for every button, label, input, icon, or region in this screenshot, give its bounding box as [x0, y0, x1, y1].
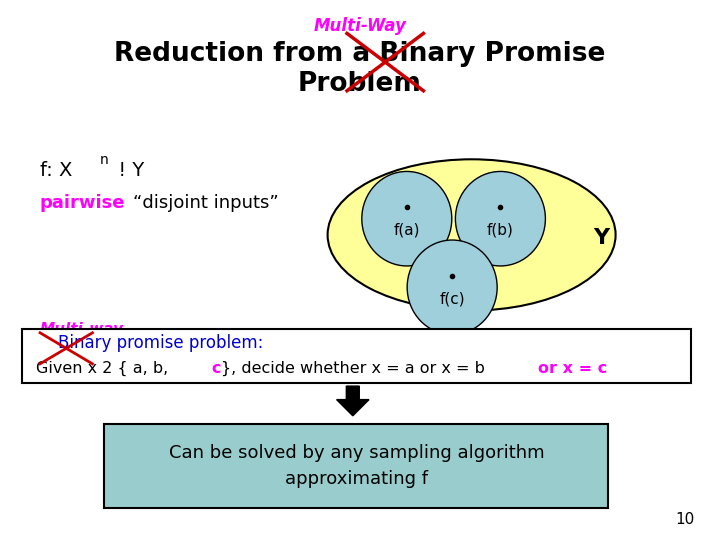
Text: c: c: [211, 361, 220, 376]
Text: }, decide whether x = a or x = b: }, decide whether x = a or x = b: [221, 361, 490, 376]
Ellipse shape: [328, 159, 616, 310]
Text: Given x 2 { a, b,: Given x 2 { a, b,: [36, 361, 174, 376]
Text: Binary promise problem:: Binary promise problem:: [58, 334, 263, 352]
Ellipse shape: [361, 172, 452, 266]
Bar: [22, 329, 691, 383]
Text: f: X: f: X: [40, 160, 72, 180]
Text: f(a): f(a): [394, 222, 420, 238]
Ellipse shape: [455, 172, 546, 266]
Text: Can be solved by any sampling algorithm
approximating f: Can be solved by any sampling algorithm …: [168, 443, 544, 488]
Text: f(b): f(b): [487, 222, 514, 238]
Text: Multi-way: Multi-way: [40, 322, 124, 337]
FancyArrow shape: [336, 386, 369, 416]
Bar: [104, 424, 608, 508]
Text: or x = c: or x = c: [538, 361, 607, 376]
Text: f(c): f(c): [439, 291, 465, 306]
Text: pairwise: pairwise: [40, 193, 125, 212]
Ellipse shape: [408, 240, 498, 334]
Text: n: n: [99, 153, 108, 167]
Text: Problem: Problem: [298, 71, 422, 97]
Text: ! Y: ! Y: [112, 160, 144, 180]
Text: 10: 10: [675, 511, 695, 526]
Text: Reduction from a Binary Promise: Reduction from a Binary Promise: [114, 41, 606, 67]
Text: Y: Y: [593, 227, 609, 248]
Text: Multi-Way: Multi-Way: [314, 17, 406, 35]
Text: “disjoint inputs”: “disjoint inputs”: [133, 193, 279, 212]
